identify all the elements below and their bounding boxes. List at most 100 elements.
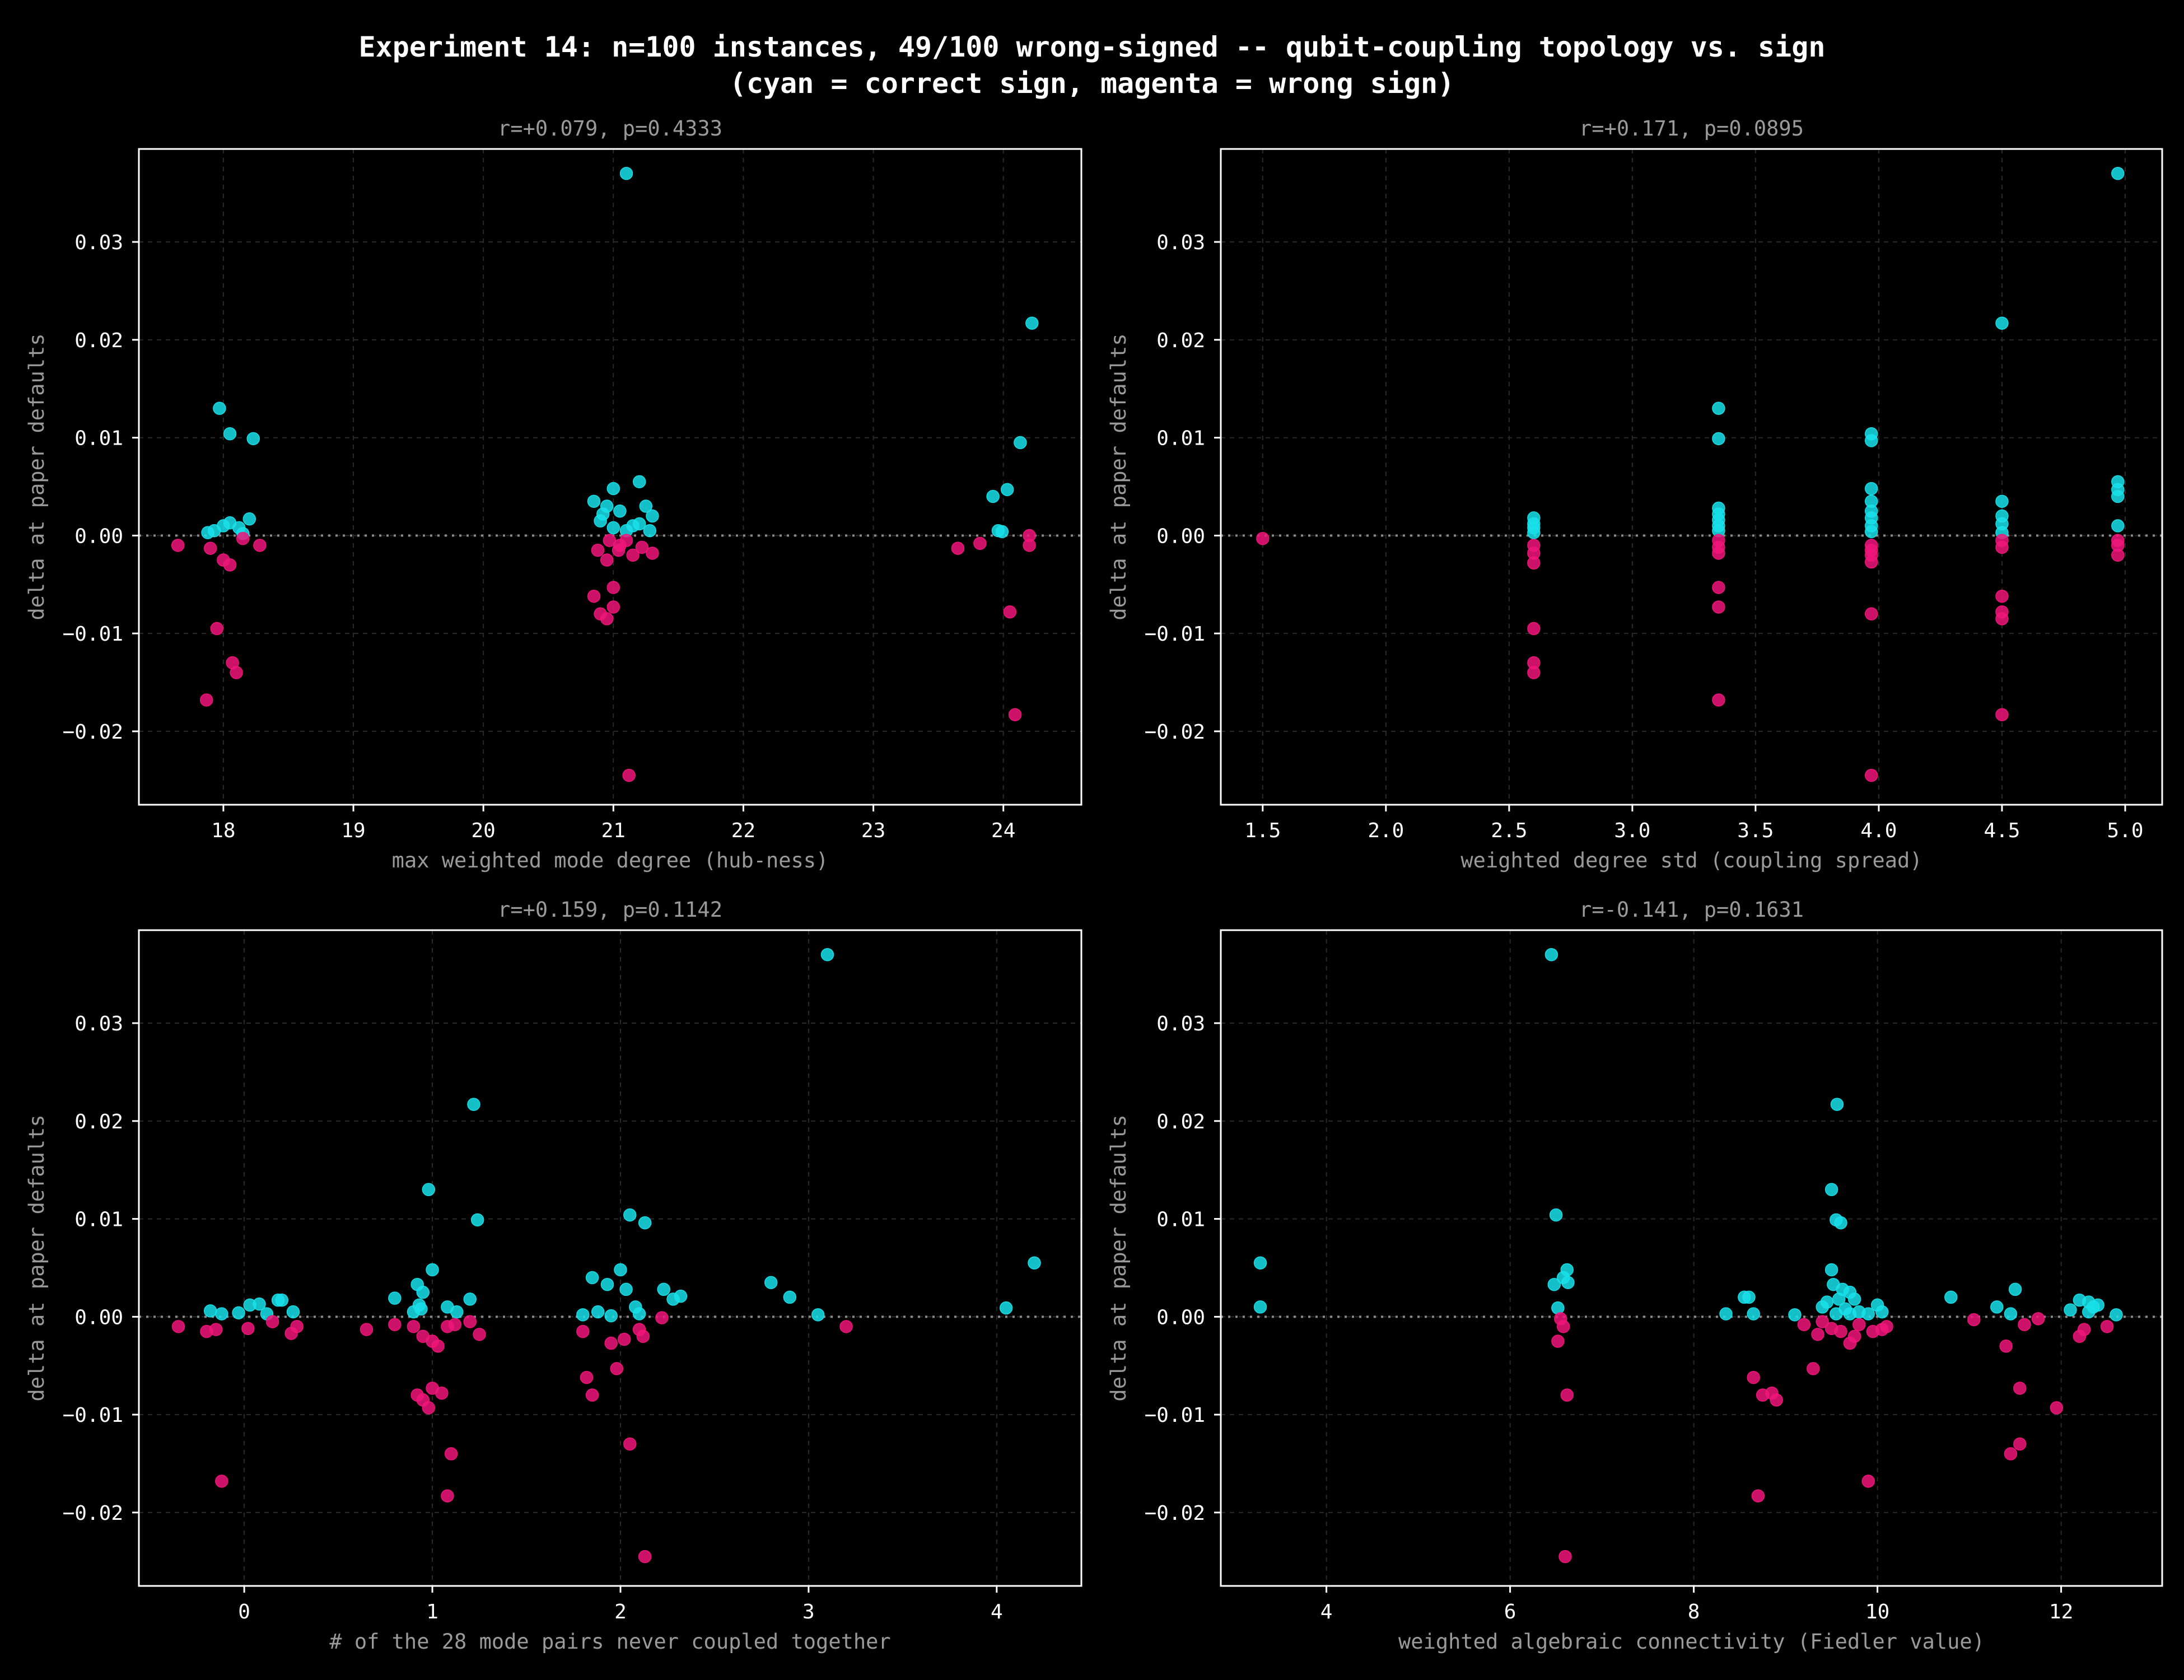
data-point	[2077, 1323, 2091, 1336]
data-point	[1253, 1256, 1267, 1270]
data-point	[215, 1474, 228, 1488]
data-point	[435, 1386, 449, 1400]
data-point	[463, 1315, 477, 1328]
data-point	[1000, 483, 1014, 496]
wrong-sign-series	[171, 1311, 853, 1564]
y-tick-label: 0.02	[1156, 329, 1205, 352]
x-tick-label: 19	[341, 819, 365, 842]
data-point	[973, 536, 987, 550]
data-point	[1816, 1315, 1829, 1328]
data-point	[1544, 948, 1558, 962]
data-point	[1834, 1324, 1847, 1338]
data-point	[1551, 1334, 1565, 1348]
data-point	[1875, 1305, 1889, 1319]
data-point	[388, 1318, 402, 1332]
data-point	[223, 558, 237, 572]
axes-frame	[138, 148, 1082, 806]
y-tick-label: 0.01	[1156, 1208, 1205, 1231]
data-point	[1253, 1300, 1267, 1314]
data-point	[623, 1208, 637, 1222]
data-point	[1712, 600, 1725, 614]
correct-sign-series	[1253, 948, 2123, 1322]
data-point	[2110, 1308, 2123, 1322]
data-point	[606, 482, 620, 496]
data-point	[1830, 1098, 1844, 1111]
y-tick-label: 0.03	[74, 1012, 123, 1035]
data-point	[444, 1447, 458, 1460]
data-point	[657, 1282, 670, 1296]
data-point	[606, 581, 620, 594]
data-point	[580, 1370, 594, 1384]
data-point	[1527, 526, 1541, 539]
data-point	[1861, 1474, 1875, 1488]
chart-panel-4: 4 6 8 10 12 −0.02 −0.01 0.00 0.01 0.02 0.03 r=-0.14…	[1107, 898, 2163, 1654]
data-point	[215, 1307, 228, 1320]
data-point	[2100, 1320, 2114, 1333]
data-point	[612, 543, 626, 557]
data-point	[210, 622, 224, 636]
data-point	[1712, 402, 1725, 415]
data-point	[1944, 1290, 1958, 1304]
x-tick-label: 4	[991, 1600, 1003, 1623]
data-point	[2031, 1312, 2045, 1326]
x-tick-label: 20	[471, 819, 495, 842]
data-point	[610, 1362, 624, 1375]
x-tick-label: 4	[1320, 1600, 1333, 1623]
data-point	[414, 1302, 428, 1316]
data-point	[1797, 1318, 1811, 1332]
data-point	[1008, 708, 1022, 721]
data-point	[2064, 1303, 2077, 1317]
data-point	[1995, 540, 2009, 554]
data-point	[1747, 1370, 1760, 1384]
data-point	[470, 1213, 484, 1227]
data-point	[199, 693, 213, 707]
data-point	[388, 1291, 402, 1305]
y-tick-label: −0.02	[1145, 721, 1205, 744]
y-tick-label: 0.01	[74, 427, 123, 450]
data-point	[2004, 1307, 2018, 1320]
data-point	[1995, 494, 2009, 508]
x-tick-label: 8	[1688, 1600, 1700, 1623]
axes-frame	[1220, 148, 2163, 806]
x-tick-label: 1.5	[1244, 819, 1281, 842]
y-tick-label: −0.01	[63, 1404, 123, 1427]
data-point	[623, 1437, 637, 1451]
wrong-sign-series	[1551, 1312, 2114, 1564]
data-point	[1023, 539, 1036, 552]
data-point	[422, 1183, 436, 1196]
data-point	[1719, 1307, 1733, 1320]
y-tick-label: −0.01	[1145, 1404, 1205, 1427]
data-point	[1712, 432, 1725, 446]
data-point	[576, 1324, 590, 1338]
data-point	[286, 1305, 300, 1319]
data-point	[1864, 434, 1878, 447]
data-point	[1712, 581, 1725, 594]
x-tick-label: 24	[991, 819, 1015, 842]
data-point	[585, 1388, 599, 1402]
x-tick-label: 18	[211, 819, 235, 842]
data-point	[2111, 519, 2125, 533]
correct-sign-series	[201, 166, 1039, 540]
data-point	[431, 1340, 445, 1353]
data-point	[587, 589, 601, 603]
y-tick-label: 0.02	[1156, 1110, 1205, 1133]
y-tick-label: 0.02	[74, 1110, 123, 1133]
data-point	[1025, 316, 1039, 330]
data-point	[463, 1292, 477, 1306]
data-point	[203, 1304, 217, 1318]
data-point	[596, 507, 610, 521]
data-point	[820, 948, 834, 962]
data-point	[1811, 1328, 1824, 1341]
data-point	[591, 543, 605, 557]
y-tick-label: 0.03	[1156, 1012, 1205, 1035]
data-point	[951, 542, 965, 555]
data-point	[416, 1285, 430, 1299]
data-point	[1824, 1263, 1838, 1277]
data-point	[1864, 607, 1878, 620]
data-point	[604, 1336, 618, 1350]
data-point	[646, 509, 659, 523]
data-point	[764, 1276, 778, 1289]
data-point	[441, 1489, 454, 1502]
data-point	[2111, 489, 2125, 503]
